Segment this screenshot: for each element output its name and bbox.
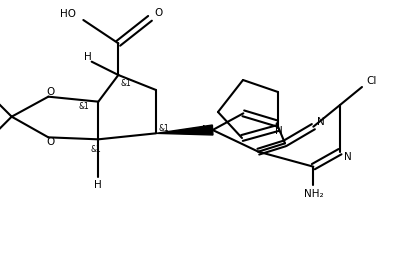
Polygon shape [156,125,213,135]
Text: N: N [202,125,210,135]
Text: NH₂: NH₂ [304,189,323,199]
Text: O: O [154,8,162,18]
Text: N: N [275,126,282,136]
Text: Cl: Cl [367,76,377,86]
Text: &1: &1 [121,79,132,88]
Text: &1: &1 [79,102,90,111]
Text: H: H [94,180,102,190]
Text: &1: &1 [159,124,169,133]
Text: N: N [318,117,325,127]
Text: H: H [84,52,92,62]
Text: O: O [46,87,54,97]
Text: &1: &1 [91,145,102,154]
Text: O: O [46,137,54,147]
Text: HO: HO [60,9,76,19]
Text: N: N [344,152,352,162]
